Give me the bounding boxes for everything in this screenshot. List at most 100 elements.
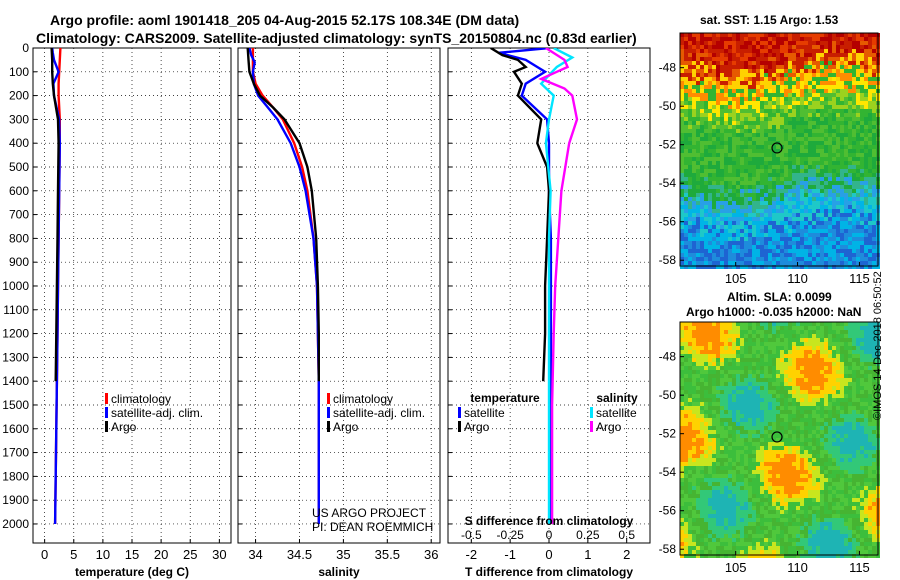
map-cell xyxy=(692,350,696,354)
map-cell xyxy=(800,454,804,458)
map-cell xyxy=(812,398,816,402)
map-cell xyxy=(732,350,736,354)
map-cell xyxy=(688,157,692,161)
map-cell xyxy=(840,374,844,378)
map-cell xyxy=(808,237,812,241)
map-cell xyxy=(832,265,836,269)
map-cell xyxy=(740,442,744,446)
map-cell xyxy=(816,85,820,89)
map-cell xyxy=(852,137,856,141)
map-cell xyxy=(832,326,836,330)
map-cell xyxy=(852,209,856,213)
x-tick-label: -2 xyxy=(466,547,478,562)
map-cell xyxy=(792,73,796,77)
map-cell xyxy=(700,322,704,326)
map-cell xyxy=(824,169,828,173)
map-cell xyxy=(712,370,716,374)
map-cell xyxy=(840,418,844,422)
map-cell xyxy=(864,265,868,269)
map-cell xyxy=(868,338,872,342)
map-cell xyxy=(796,193,800,197)
map-cell xyxy=(872,45,876,49)
map-cell xyxy=(872,394,876,398)
map-cell xyxy=(704,354,708,358)
map-cell xyxy=(872,145,876,149)
map-cell xyxy=(708,434,712,438)
map-cell xyxy=(856,386,860,390)
map-cell xyxy=(864,402,868,406)
map-cell xyxy=(864,41,868,45)
map-cell xyxy=(736,418,740,422)
map-cell xyxy=(780,129,784,133)
map-cell xyxy=(872,149,876,153)
map-cell xyxy=(720,418,724,422)
map-cell xyxy=(804,153,808,157)
map-cell xyxy=(800,133,804,137)
map-cell xyxy=(832,153,836,157)
map-cell xyxy=(864,57,868,61)
map-cell xyxy=(696,233,700,237)
map-cell xyxy=(804,121,808,125)
map-cell xyxy=(752,101,756,105)
map-cell xyxy=(844,326,848,330)
map-cell xyxy=(760,97,764,101)
map-cell xyxy=(828,173,832,177)
map-cell xyxy=(748,101,752,105)
map-cell xyxy=(692,414,696,418)
map-cell xyxy=(780,430,784,434)
map-cell xyxy=(700,205,704,209)
map-cell xyxy=(868,125,872,129)
map-cell xyxy=(800,181,804,185)
map-cell xyxy=(844,350,848,354)
map-cell xyxy=(792,454,796,458)
map-cell xyxy=(808,390,812,394)
map-cell xyxy=(820,458,824,462)
map-cell xyxy=(872,398,876,402)
map-cell xyxy=(828,145,832,149)
map-cell xyxy=(820,229,824,233)
map-cell xyxy=(804,342,808,346)
map-cell xyxy=(692,133,696,137)
map-cell xyxy=(760,261,764,265)
map-cell xyxy=(740,390,744,394)
map-cell xyxy=(860,261,864,265)
map-cell xyxy=(864,334,868,338)
map-cell xyxy=(824,113,828,117)
map-cell xyxy=(824,334,828,338)
map-cell xyxy=(868,97,872,101)
map-cell xyxy=(808,93,812,97)
map-cell xyxy=(804,402,808,406)
map-cell xyxy=(800,330,804,334)
map-cell xyxy=(824,370,828,374)
map-cell xyxy=(752,41,756,45)
map-cell xyxy=(728,217,732,221)
map-cell xyxy=(824,402,828,406)
map-cell xyxy=(856,225,860,229)
map-cell xyxy=(708,358,712,362)
map-cell xyxy=(704,209,708,213)
map-cell xyxy=(860,362,864,366)
map-cell xyxy=(824,346,828,350)
map-cell xyxy=(848,61,852,65)
map-cell xyxy=(728,37,732,41)
map-cell xyxy=(680,322,684,326)
map-cell xyxy=(840,109,844,113)
map-cell xyxy=(796,149,800,153)
map-cell xyxy=(696,450,700,454)
map-cell xyxy=(724,97,728,101)
map-cell xyxy=(688,450,692,454)
map-cell xyxy=(712,382,716,386)
map-cell xyxy=(724,121,728,125)
map-cell xyxy=(836,113,840,117)
map-cell xyxy=(716,450,720,454)
map-cell xyxy=(708,165,712,169)
map-cell xyxy=(764,161,768,165)
map-cell xyxy=(756,458,760,462)
map-cell xyxy=(692,430,696,434)
map-cell xyxy=(820,426,824,430)
map-cell xyxy=(748,257,752,261)
map-cell xyxy=(752,366,756,370)
map-cell xyxy=(844,129,848,133)
map-cell xyxy=(872,326,876,330)
map-cell xyxy=(744,261,748,265)
